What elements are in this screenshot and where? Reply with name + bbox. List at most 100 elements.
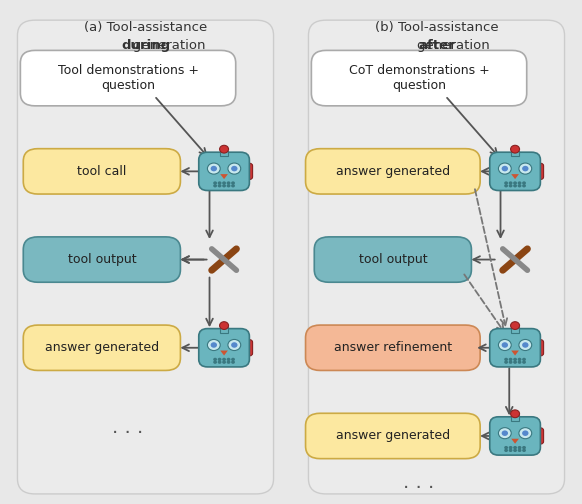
Circle shape	[513, 184, 517, 187]
Polygon shape	[220, 351, 228, 355]
Polygon shape	[511, 351, 519, 355]
FancyBboxPatch shape	[511, 415, 519, 421]
Circle shape	[504, 360, 508, 364]
Circle shape	[207, 163, 220, 174]
Circle shape	[213, 184, 217, 187]
Text: during: during	[121, 39, 170, 52]
FancyArrowPatch shape	[497, 187, 504, 237]
Circle shape	[228, 163, 241, 174]
Circle shape	[517, 449, 521, 452]
Circle shape	[231, 166, 237, 171]
Circle shape	[510, 410, 520, 418]
FancyArrowPatch shape	[206, 278, 213, 325]
Circle shape	[517, 358, 521, 361]
Circle shape	[213, 360, 217, 364]
FancyBboxPatch shape	[308, 20, 565, 494]
Circle shape	[498, 340, 511, 351]
Circle shape	[517, 360, 521, 364]
Circle shape	[513, 360, 517, 364]
Circle shape	[219, 145, 229, 153]
Circle shape	[213, 358, 217, 361]
Circle shape	[207, 340, 220, 351]
Circle shape	[510, 322, 520, 330]
Circle shape	[502, 430, 508, 436]
Circle shape	[522, 449, 526, 452]
Text: tool output: tool output	[68, 253, 136, 266]
Circle shape	[509, 449, 513, 452]
FancyBboxPatch shape	[306, 413, 480, 459]
Text: answer generated: answer generated	[45, 341, 159, 354]
Circle shape	[509, 358, 513, 361]
FancyBboxPatch shape	[314, 237, 471, 282]
FancyArrowPatch shape	[475, 189, 507, 326]
Circle shape	[509, 446, 513, 449]
Circle shape	[226, 358, 230, 361]
Text: generation: generation	[383, 39, 490, 52]
Circle shape	[513, 446, 517, 449]
Circle shape	[513, 358, 517, 361]
Text: · · ·: · · ·	[112, 424, 144, 443]
FancyBboxPatch shape	[489, 329, 540, 367]
Circle shape	[213, 181, 217, 184]
FancyArrowPatch shape	[182, 168, 204, 175]
Circle shape	[228, 340, 241, 351]
Circle shape	[510, 145, 520, 153]
Circle shape	[504, 446, 508, 449]
Circle shape	[222, 181, 226, 184]
Circle shape	[218, 181, 222, 184]
Text: answer refinement: answer refinement	[334, 341, 452, 354]
Circle shape	[504, 184, 508, 187]
Circle shape	[522, 184, 526, 187]
Circle shape	[509, 360, 513, 364]
Circle shape	[519, 163, 532, 174]
FancyBboxPatch shape	[240, 340, 253, 356]
Circle shape	[522, 342, 528, 348]
Circle shape	[222, 184, 226, 187]
Circle shape	[522, 358, 526, 361]
Circle shape	[502, 166, 508, 171]
Circle shape	[519, 340, 532, 351]
FancyArrowPatch shape	[182, 256, 204, 263]
FancyArrowPatch shape	[156, 98, 207, 155]
Circle shape	[226, 184, 230, 187]
Circle shape	[509, 184, 513, 187]
FancyBboxPatch shape	[23, 237, 180, 282]
Text: generation: generation	[86, 39, 205, 52]
Circle shape	[522, 446, 526, 449]
FancyBboxPatch shape	[202, 163, 214, 179]
Circle shape	[498, 427, 511, 438]
Text: answer generated: answer generated	[336, 429, 450, 443]
Text: (b) Tool-assistance: (b) Tool-assistance	[375, 21, 498, 34]
Circle shape	[226, 360, 230, 364]
Circle shape	[226, 181, 230, 184]
FancyBboxPatch shape	[220, 327, 228, 333]
Text: Tool demonstrations +
question: Tool demonstrations + question	[58, 64, 198, 92]
FancyBboxPatch shape	[489, 417, 540, 455]
FancyBboxPatch shape	[489, 152, 540, 191]
FancyBboxPatch shape	[493, 428, 505, 444]
Text: (a) Tool-assistance: (a) Tool-assistance	[84, 21, 207, 34]
Circle shape	[513, 449, 517, 452]
Text: CoT demonstrations +
question: CoT demonstrations + question	[349, 64, 489, 92]
FancyArrowPatch shape	[182, 256, 207, 263]
FancyBboxPatch shape	[306, 325, 480, 370]
Text: tool call: tool call	[77, 165, 126, 178]
Circle shape	[504, 449, 508, 452]
FancyBboxPatch shape	[202, 340, 214, 356]
FancyBboxPatch shape	[531, 428, 544, 444]
Circle shape	[219, 322, 229, 330]
Circle shape	[231, 360, 235, 364]
Circle shape	[211, 342, 217, 348]
Circle shape	[519, 427, 532, 438]
FancyArrowPatch shape	[473, 256, 495, 263]
Circle shape	[211, 166, 217, 171]
Text: answer generated: answer generated	[336, 165, 450, 178]
Circle shape	[504, 358, 508, 361]
Circle shape	[509, 181, 513, 184]
FancyArrowPatch shape	[482, 432, 495, 439]
Polygon shape	[511, 174, 519, 179]
Circle shape	[218, 184, 222, 187]
FancyBboxPatch shape	[198, 152, 249, 191]
FancyArrowPatch shape	[206, 187, 213, 237]
Circle shape	[517, 181, 521, 184]
